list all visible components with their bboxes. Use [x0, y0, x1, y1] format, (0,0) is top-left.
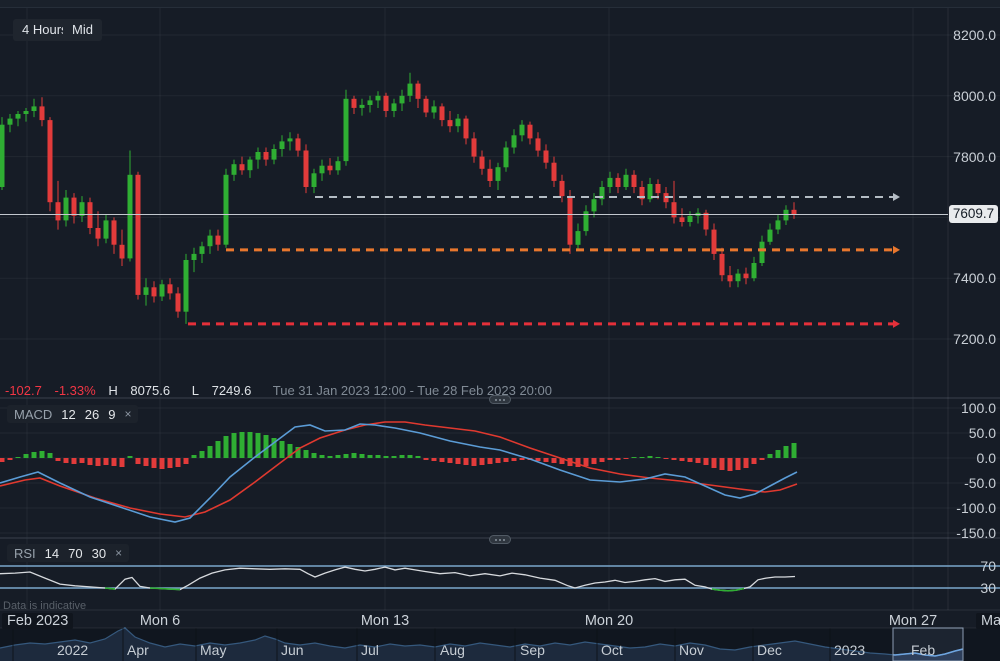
price-change: -102.7: [5, 383, 42, 398]
low-value: L 7249.6: [191, 383, 252, 398]
price-change-pct: -1.33%: [54, 383, 96, 398]
rsi-indicator-header[interactable]: RSI 14 70 30 ×: [7, 544, 130, 562]
macd-tick-label: 100.0: [960, 400, 996, 416]
price-tick-label: 8200.0: [953, 27, 996, 43]
macd-param-slow: 26: [84, 406, 100, 422]
navigator-month-label: Oct: [601, 642, 623, 658]
high-value: H 8075.6: [108, 383, 171, 398]
price-tick-label: 7400.0: [953, 270, 996, 287]
rsi-title: RSI: [14, 545, 36, 561]
rsi-param-upper: 70: [68, 545, 83, 561]
date-range: Tue 31 Jan 2023 12:00 - Tue 28 Feb 2023 …: [272, 383, 552, 398]
rsi-param-lower: 30: [91, 545, 107, 561]
navigator-month-label: Apr: [127, 642, 149, 658]
macd-close-icon[interactable]: ×: [124, 407, 132, 421]
pane-separators: [0, 8, 1000, 611]
navigator-minimap: [0, 627, 1000, 661]
time-axis-label: Mar 2: [976, 613, 1000, 629]
rsi-pane: [0, 565, 1000, 592]
macd-param-fast: 12: [61, 406, 76, 422]
candlestick-series: [0, 72, 797, 324]
time-axis-label: Mon 20: [584, 613, 634, 629]
rsi-close-icon[interactable]: ×: [115, 546, 123, 560]
data-indicative-note: Data is indicative: [3, 600, 87, 612]
macd-tick-label: -50.0: [964, 475, 996, 491]
time-axis-label: Mon 13: [360, 613, 410, 629]
time-axis-label: Mon 6: [139, 613, 181, 629]
grid: [0, 8, 1000, 610]
rsi-level-label: 70: [980, 558, 996, 574]
pane-resize-handle[interactable]: [489, 395, 511, 404]
navigator-month-label: Nov: [679, 642, 704, 658]
price-source-button[interactable]: Mid: [63, 19, 102, 41]
price-tick-label: 7200.0: [953, 331, 996, 347]
macd-param-signal: 9: [108, 406, 116, 422]
navigator-month-label: Sep: [520, 642, 545, 658]
macd-tick-label: 0.0: [976, 450, 996, 466]
navigator-month-label: Dec: [757, 642, 782, 658]
price-tick-label: 7800.0: [953, 148, 996, 165]
macd-title: MACD: [14, 406, 53, 422]
navigator-month-label: Jun: [281, 642, 304, 658]
macd-pane: [0, 421, 798, 523]
info-bar: -102.7 -1.33% H 8075.6 L 7249.6 Tue 31 J…: [5, 383, 561, 398]
navigator-month-label: Feb: [911, 642, 936, 658]
price-tick-label: 8000.0: [953, 87, 996, 104]
price-levels: [0, 193, 948, 328]
macd-tick-label: -100.0: [956, 500, 996, 516]
navigator-month-label: 2022: [57, 642, 89, 658]
navigator-month-label: Aug: [440, 642, 465, 658]
navigator-window[interactable]: [892, 627, 964, 661]
pane-resize-handle[interactable]: [489, 535, 511, 544]
rsi-param-length: 14: [44, 545, 60, 561]
rsi-level-label: 30: [980, 580, 996, 596]
top-edge-divider: [0, 0, 1000, 8]
macd-tick-label: 50.0: [968, 425, 996, 441]
navigator-month-label: Jul: [361, 642, 379, 658]
interval-button[interactable]: 4 Hours: [13, 19, 77, 41]
navigator-month-label: May: [200, 642, 227, 658]
macd-tick-label: -150.0: [956, 525, 996, 541]
navigator-month-label: 2023: [834, 642, 866, 658]
macd-indicator-header[interactable]: MACD 12 26 9 ×: [7, 405, 139, 423]
time-axis-label: Feb 2023: [2, 613, 74, 629]
current-price-badge: 7609.7: [949, 205, 998, 223]
time-axis-label: Mon 27: [888, 613, 938, 629]
